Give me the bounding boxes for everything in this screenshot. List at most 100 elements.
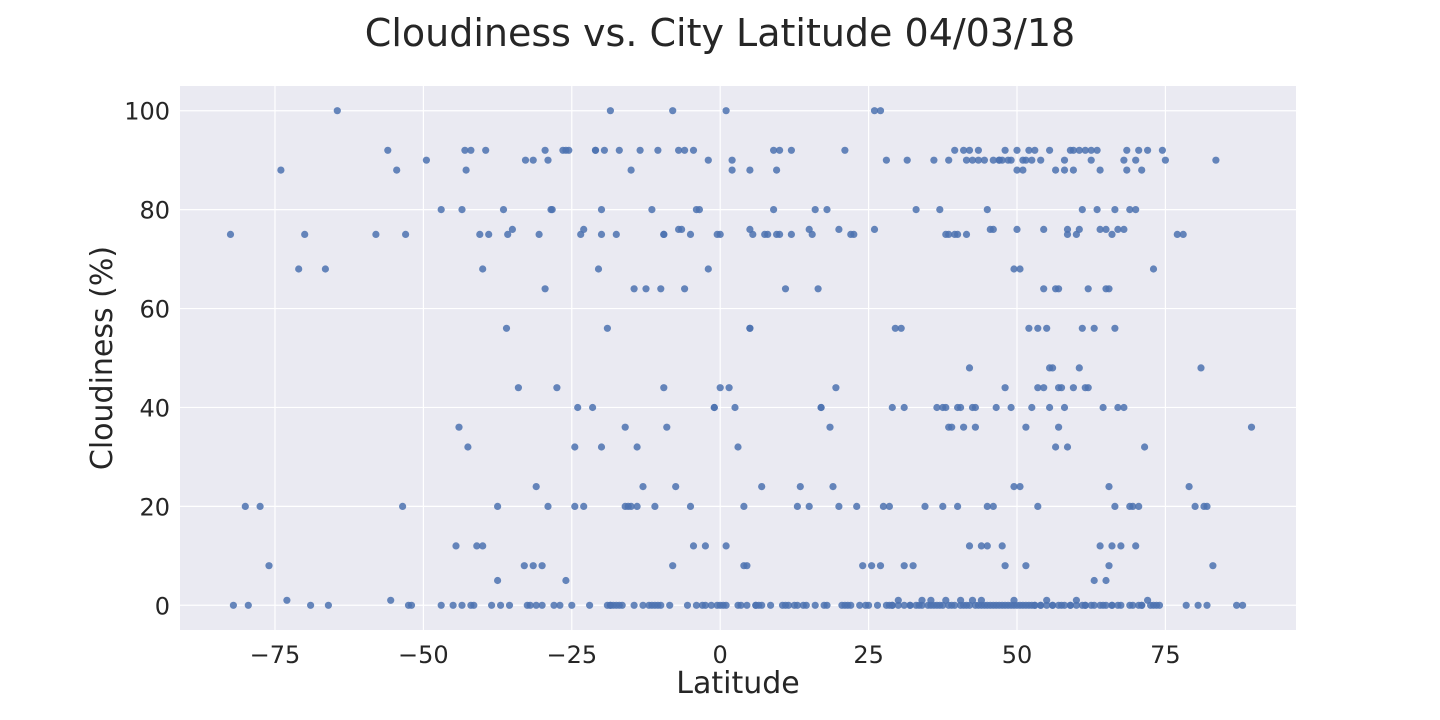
data-point	[565, 146, 573, 154]
data-point	[1114, 403, 1122, 412]
data-point	[663, 423, 671, 431]
data-point	[1120, 156, 1128, 164]
x-tick-label: −75	[250, 641, 301, 669]
data-point	[1016, 483, 1024, 491]
data-point	[488, 601, 496, 609]
data-point	[995, 601, 1003, 609]
data-point	[1069, 384, 1077, 392]
data-point	[787, 146, 796, 154]
data-point	[387, 596, 395, 604]
data-point	[553, 384, 561, 392]
data-point	[1037, 601, 1045, 609]
data-point	[541, 146, 549, 154]
data-point	[1087, 156, 1095, 164]
data-point	[1022, 562, 1030, 570]
data-point	[805, 502, 813, 510]
x-axis-label: Latitude	[676, 666, 799, 701]
data-point	[568, 601, 576, 609]
data-point	[1185, 483, 1193, 491]
data-point	[244, 601, 252, 609]
data-point	[526, 601, 534, 609]
data-point	[1111, 502, 1119, 510]
data-point	[544, 502, 552, 510]
data-point	[817, 403, 825, 412]
data-point	[933, 403, 941, 412]
data-point	[1078, 324, 1086, 332]
data-point	[618, 601, 626, 609]
data-point	[749, 230, 757, 238]
data-point	[1117, 542, 1125, 550]
data-point	[1069, 166, 1077, 174]
data-point	[422, 156, 430, 164]
data-point	[399, 502, 407, 510]
data-point	[639, 601, 647, 609]
data-point	[642, 285, 650, 293]
data-point	[764, 230, 772, 238]
data-point	[1081, 601, 1089, 609]
data-point	[384, 146, 392, 154]
data-point	[951, 146, 959, 154]
data-point	[1052, 443, 1060, 451]
data-point	[983, 206, 991, 214]
data-point	[968, 596, 977, 604]
data-point	[1239, 601, 1247, 609]
data-point	[686, 230, 695, 238]
data-point	[1247, 423, 1256, 431]
data-point	[672, 483, 680, 491]
data-point	[1013, 601, 1021, 609]
data-point	[945, 230, 953, 238]
data-point	[1013, 146, 1021, 154]
data-point	[1034, 502, 1042, 510]
data-point	[550, 601, 558, 609]
data-point	[1046, 146, 1054, 154]
data-point	[983, 502, 991, 510]
data-point	[894, 596, 902, 604]
data-point	[826, 423, 834, 431]
x-tick-label: 75	[1150, 641, 1181, 669]
data-point	[1022, 156, 1030, 164]
data-point	[787, 230, 796, 238]
data-point	[870, 225, 879, 233]
data-point	[333, 107, 341, 115]
data-point	[740, 502, 748, 510]
data-point	[734, 443, 742, 451]
data-point	[482, 146, 490, 154]
data-point	[241, 502, 249, 510]
data-point	[678, 225, 686, 233]
data-point	[960, 146, 968, 154]
data-point	[449, 601, 457, 609]
data-point	[1001, 562, 1009, 570]
data-point	[1141, 443, 1149, 451]
data-point	[776, 230, 784, 238]
data-point	[660, 230, 668, 238]
data-point	[627, 166, 635, 174]
data-point	[1138, 601, 1146, 609]
data-point	[277, 166, 285, 174]
data-point	[808, 230, 816, 238]
data-point	[612, 230, 620, 238]
data-point	[784, 601, 793, 609]
data-point	[473, 542, 481, 550]
data-point	[1081, 384, 1089, 392]
data-point	[1049, 601, 1057, 609]
data-point	[960, 423, 968, 431]
data-point	[654, 146, 662, 154]
data-point	[1019, 166, 1027, 174]
data-point	[1108, 542, 1116, 550]
data-point	[692, 601, 701, 609]
data-point	[912, 601, 920, 609]
data-point	[1043, 324, 1051, 332]
data-point	[1096, 601, 1104, 609]
data-point	[508, 225, 516, 233]
data-point	[562, 576, 570, 585]
data-point	[1084, 285, 1092, 293]
data-point	[930, 156, 938, 164]
data-point	[1069, 146, 1077, 154]
data-point	[479, 265, 487, 273]
data-point	[933, 601, 941, 609]
data-point	[701, 542, 710, 550]
data-point	[728, 156, 736, 164]
data-point	[265, 562, 273, 570]
data-point	[589, 403, 597, 412]
